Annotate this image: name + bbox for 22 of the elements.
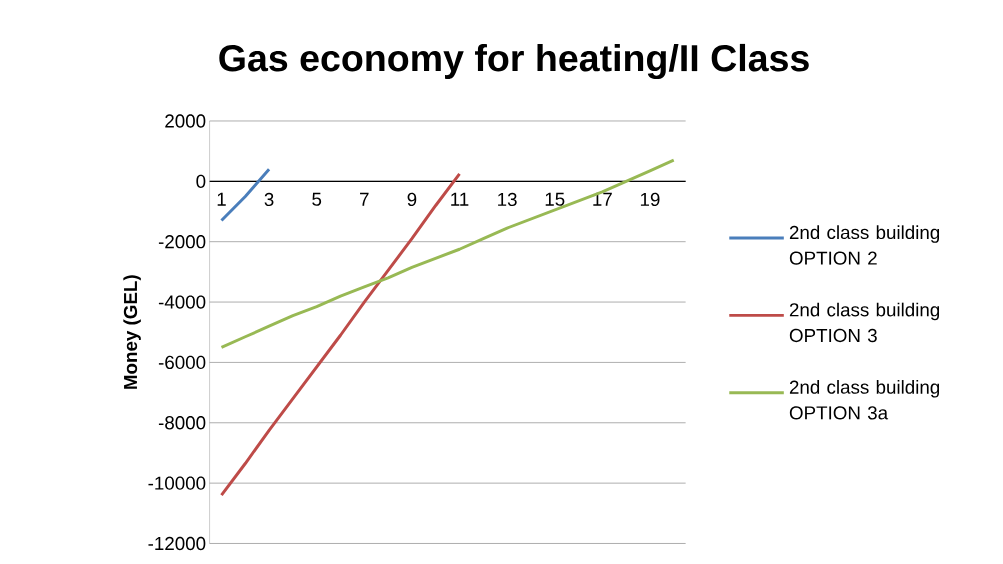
y-tick-label: -10000 bbox=[148, 476, 206, 490]
chart-title: Gas economy for heating/II Class bbox=[219, 43, 809, 79]
x-tick-label: 7 bbox=[360, 192, 369, 206]
y-axis-title: Money (GEL) bbox=[123, 275, 141, 389]
x-tick-label: 13 bbox=[498, 192, 517, 206]
y-tick-label: -8000 bbox=[158, 415, 206, 430]
x-tick-label: 9 bbox=[407, 192, 417, 206]
x-tick-label: 15 bbox=[545, 192, 565, 206]
x-tick-label: 3 bbox=[264, 192, 274, 206]
x-tick-label: 11 bbox=[451, 192, 469, 206]
x-tick-label: 19 bbox=[640, 192, 660, 206]
y-tick-label: -6000 bbox=[158, 355, 206, 369]
y-tick-label: 2000 bbox=[165, 114, 206, 128]
x-tick-label: 5 bbox=[312, 192, 322, 206]
x-tick-label: 1 bbox=[217, 192, 226, 206]
y-tick-label: -12000 bbox=[148, 536, 206, 550]
legend-label: 2nd class building OPTION 3 bbox=[789, 302, 940, 342]
legend-label: 2nd class building OPTION 3a bbox=[789, 379, 940, 420]
legend-label: 2nd class building OPTION 2 bbox=[789, 225, 940, 265]
y-tick-label: -2000 bbox=[158, 234, 206, 249]
y-tick-label: -4000 bbox=[158, 295, 206, 309]
y-tick-label: 0 bbox=[196, 174, 206, 188]
